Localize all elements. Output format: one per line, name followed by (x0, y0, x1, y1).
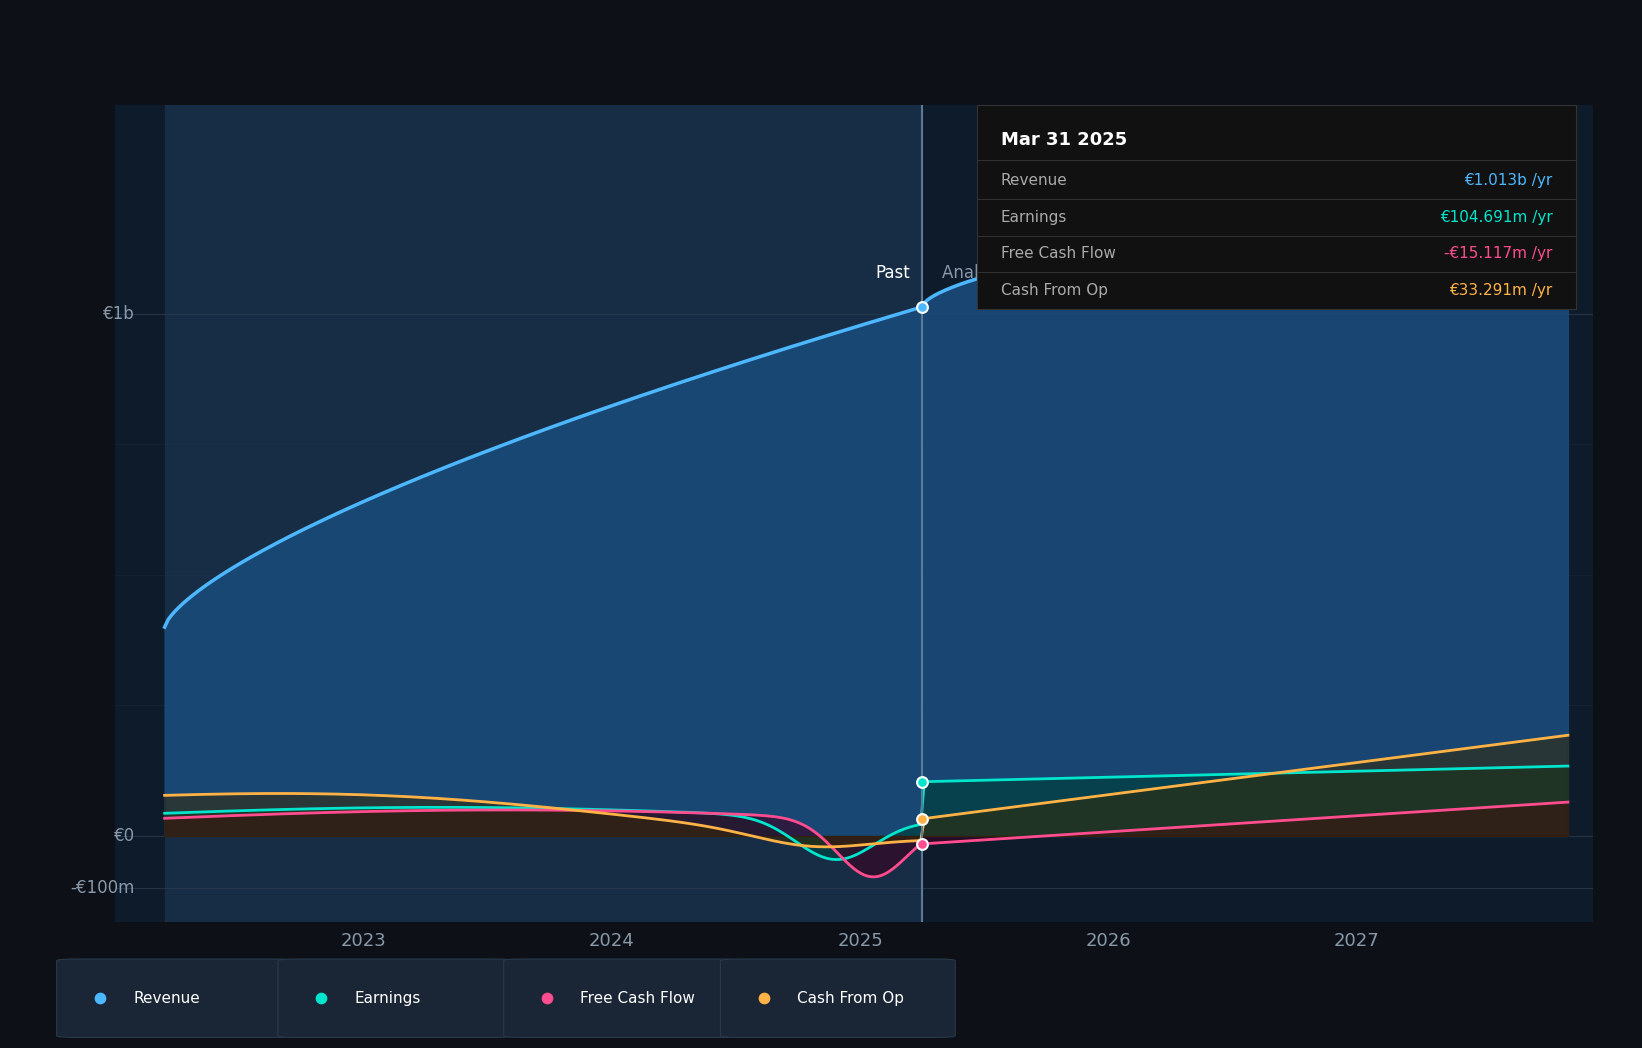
Point (309, 989, 335, 1006)
Point (534, 989, 560, 1006)
Text: Past: Past (875, 264, 910, 282)
Point (910, 835, 936, 852)
Text: €0: €0 (113, 827, 135, 845)
Point (910, 299, 936, 315)
Text: €1b: €1b (103, 305, 135, 323)
Text: Revenue: Revenue (133, 990, 200, 1006)
Point (750, 989, 777, 1006)
Text: -€15.117m /yr: -€15.117m /yr (1443, 246, 1552, 262)
Text: €33.291m /yr: €33.291m /yr (1450, 283, 1552, 299)
FancyBboxPatch shape (504, 959, 739, 1038)
Text: €1.013b /yr: €1.013b /yr (1465, 173, 1552, 188)
Text: Free Cash Flow: Free Cash Flow (581, 990, 695, 1006)
Point (87, 989, 113, 1006)
Text: Cash From Op: Cash From Op (798, 990, 905, 1006)
Text: Analysts Forecasts: Analysts Forecasts (943, 264, 1097, 282)
Bar (164, 105, 923, 922)
Text: Earnings: Earnings (355, 990, 420, 1006)
Text: €104.691m /yr: €104.691m /yr (1440, 210, 1552, 224)
FancyBboxPatch shape (277, 959, 512, 1038)
Text: Cash From Op: Cash From Op (1002, 283, 1108, 299)
FancyBboxPatch shape (56, 959, 292, 1038)
Text: Revenue: Revenue (1002, 173, 1067, 188)
Text: Mar 31 2025: Mar 31 2025 (1002, 131, 1126, 150)
Point (910, 810, 936, 827)
FancyBboxPatch shape (721, 959, 956, 1038)
Text: Free Cash Flow: Free Cash Flow (1002, 246, 1117, 262)
Text: Earnings: Earnings (1002, 210, 1067, 224)
Point (910, 773, 936, 790)
Text: -€100m: -€100m (71, 879, 135, 897)
